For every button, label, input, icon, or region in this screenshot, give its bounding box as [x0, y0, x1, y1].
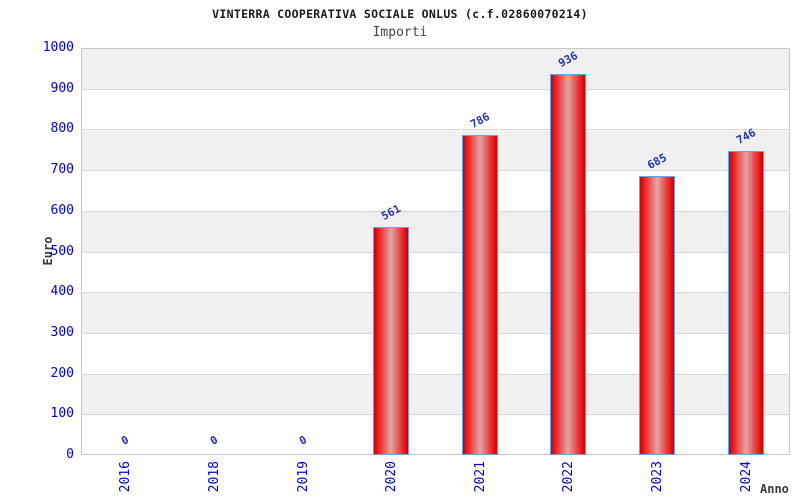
bar-value-wrap: 786	[467, 109, 492, 131]
gridline	[81, 292, 790, 294]
y-tick-label: 1000	[42, 40, 74, 55]
bar-value-label: 561	[379, 201, 404, 223]
bar-value-wrap: 561	[379, 201, 404, 223]
x-tick-label: 2023	[650, 461, 666, 493]
bar-value-label: 685	[645, 151, 669, 173]
x-tick-label: 2021	[472, 461, 488, 493]
x-tick-label: 2019	[295, 461, 311, 493]
chart-title: VINTERRA COOPERATIVA SOCIALE ONLUS (c.f.…	[212, 7, 588, 21]
bar	[461, 135, 498, 455]
x-tick-label: 2022	[561, 461, 577, 493]
bar	[727, 151, 764, 455]
gridline	[81, 373, 790, 375]
chart-subtitle: Importi	[372, 25, 428, 40]
bar-value-wrap: 0	[297, 429, 309, 448]
bar-value-label: 786	[467, 110, 492, 131]
bar	[639, 176, 676, 455]
y-tick-label: 400	[50, 284, 74, 300]
y-tick-label: 700	[50, 162, 74, 178]
y-tick-label: 0	[66, 447, 74, 462]
gridline	[81, 210, 790, 212]
bar-value-wrap: 0	[119, 429, 131, 448]
gridline	[81, 332, 790, 334]
bar-value-label: 746	[733, 126, 758, 148]
gridline	[81, 129, 790, 131]
y-tick-label: 100	[50, 406, 74, 422]
x-axis-label: Anno	[760, 482, 789, 496]
bar-value-label: 936	[556, 49, 581, 70]
bar-value-wrap: 936	[556, 48, 581, 70]
x-tick-label: 2024	[738, 461, 754, 493]
x-tick-label: 2016	[118, 461, 134, 493]
y-tick-label: 500	[50, 243, 74, 259]
y-tick-label: 300	[50, 324, 74, 340]
gridline	[81, 88, 790, 90]
y-tick-label: 900	[50, 80, 74, 96]
x-tick-label: 2020	[384, 461, 400, 493]
gridline	[81, 170, 790, 172]
y-tick-label: 200	[50, 365, 74, 381]
y-tick-label: 600	[50, 202, 74, 218]
gridline	[81, 414, 790, 416]
x-tick-label: 2018	[206, 461, 222, 493]
gridline	[81, 251, 790, 253]
bar	[550, 74, 587, 455]
bar-value-wrap: 0	[208, 429, 220, 448]
bar-value-wrap: 746	[733, 125, 758, 148]
y-tick-label: 800	[50, 121, 74, 137]
bar	[373, 226, 410, 455]
bar-value-wrap: 685	[645, 150, 669, 173]
